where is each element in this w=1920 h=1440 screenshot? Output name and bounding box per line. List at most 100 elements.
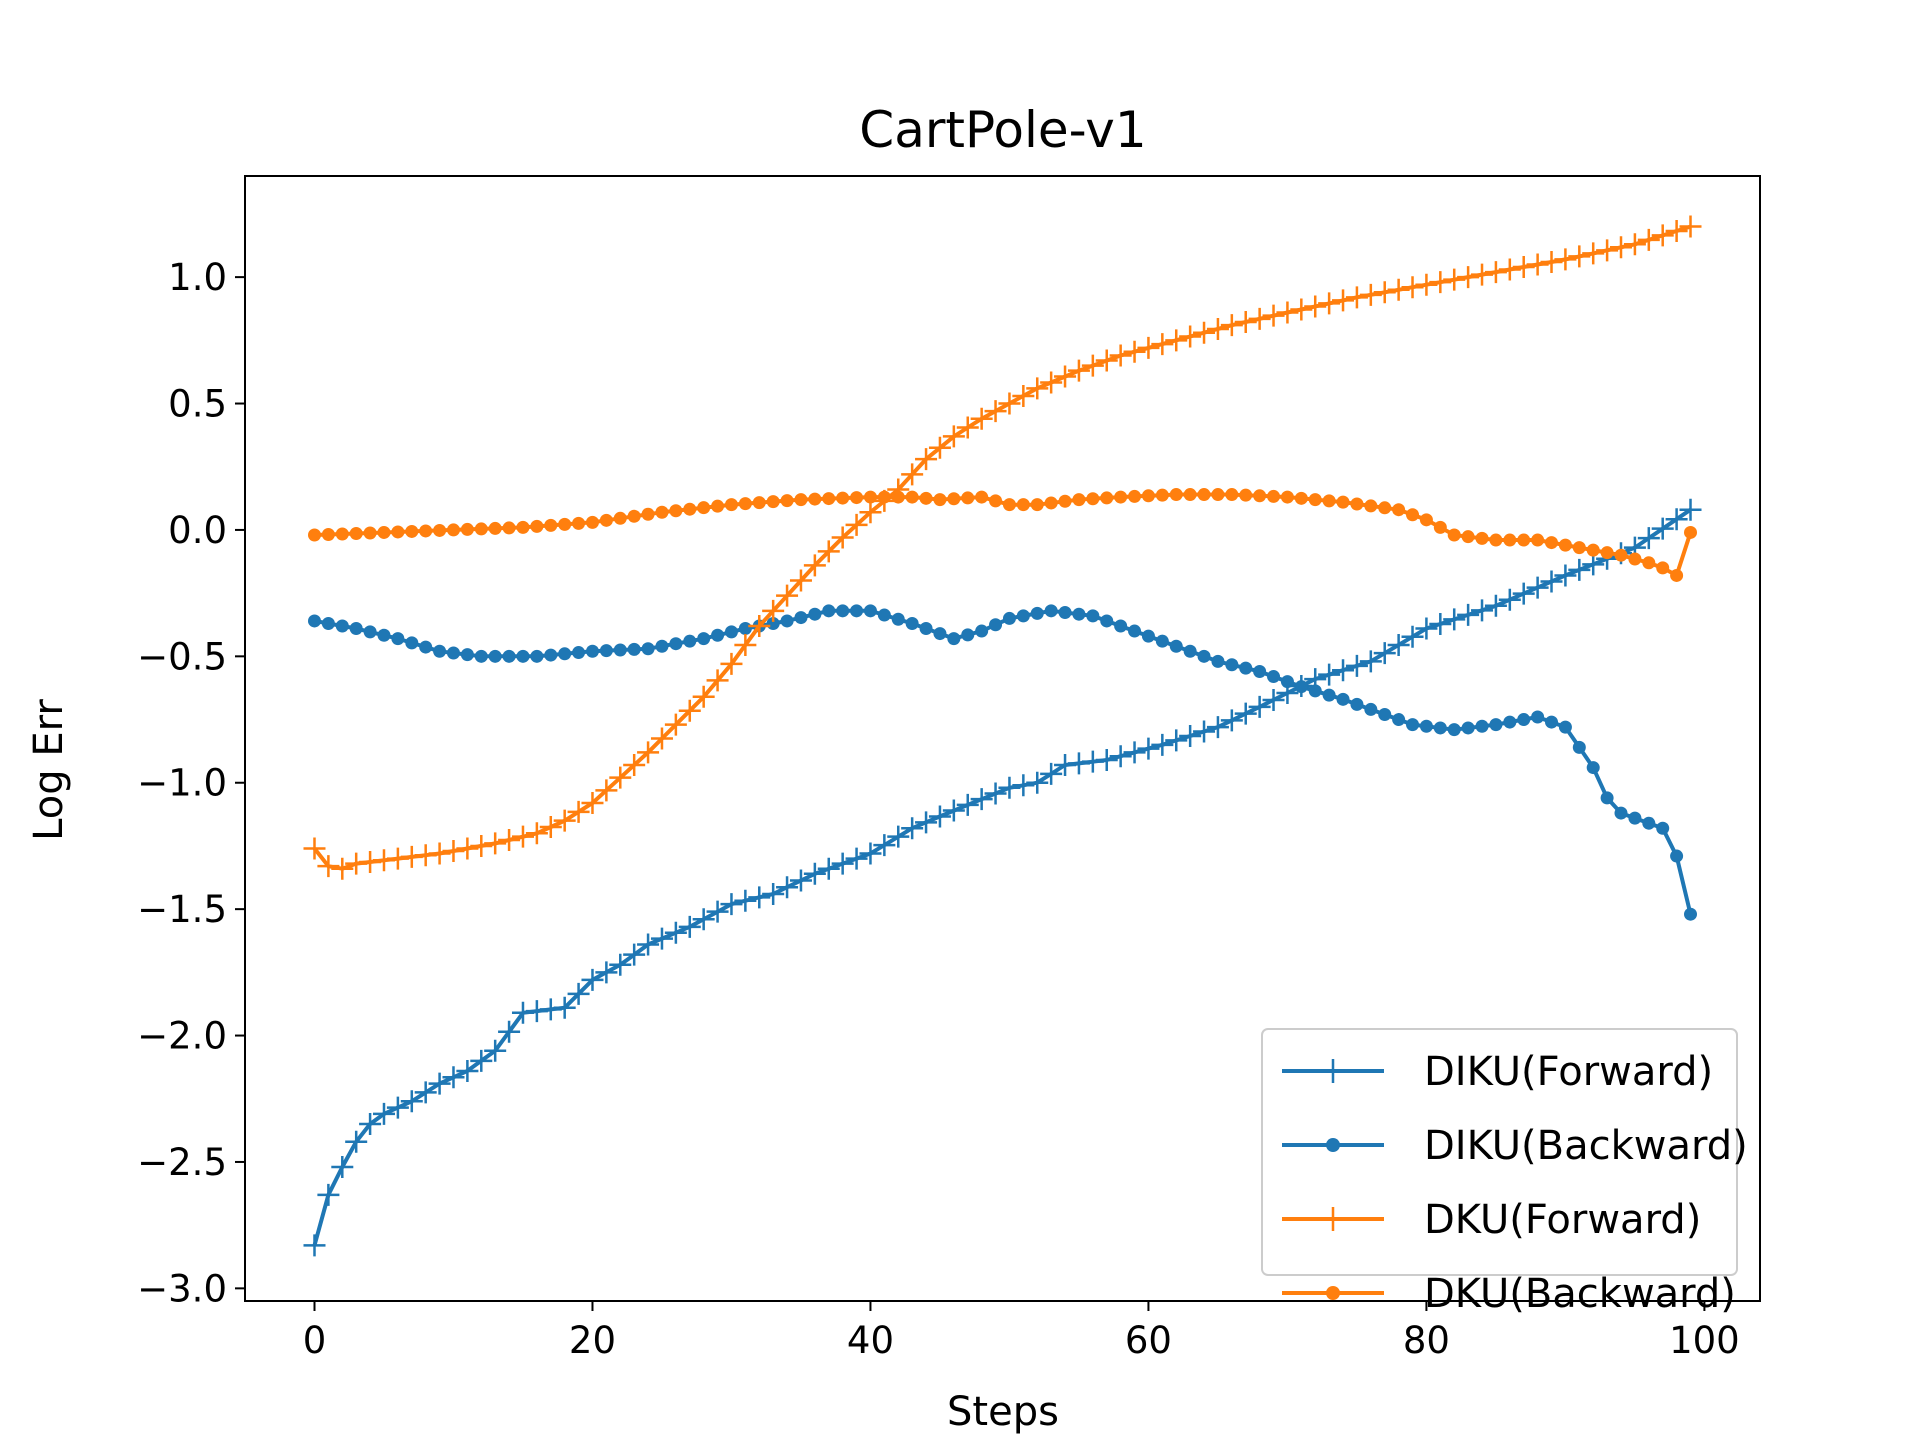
data-point	[456, 837, 479, 860]
data-point	[345, 852, 368, 875]
data-point	[877, 608, 891, 622]
data-point	[1225, 488, 1239, 502]
data-point	[1572, 541, 1586, 555]
data-point	[400, 845, 423, 868]
data-point	[442, 1066, 465, 1089]
data-point	[1253, 665, 1267, 679]
data-point	[1512, 582, 1535, 605]
data-point	[386, 847, 409, 870]
data-point	[942, 425, 965, 448]
data-point	[460, 522, 474, 536]
data-point	[1026, 377, 1049, 400]
data-point	[1183, 644, 1197, 658]
y-tick-label: −2.0	[137, 1015, 227, 1058]
data-point	[1345, 654, 1368, 677]
data-point	[822, 604, 836, 618]
data-point	[331, 1156, 354, 1179]
data-point	[1262, 688, 1285, 711]
data-point	[1123, 340, 1146, 363]
data-point	[1332, 659, 1355, 682]
data-point	[1197, 649, 1211, 663]
x-axis: 0 20 40 60 80 100	[303, 1301, 1740, 1362]
data-point	[1308, 684, 1322, 698]
data-point	[1443, 608, 1466, 631]
data-point	[1206, 716, 1229, 739]
data-point	[891, 490, 905, 504]
data-point	[989, 618, 1003, 632]
data-point	[1471, 599, 1494, 622]
data-point	[1378, 707, 1392, 721]
data-point	[1498, 588, 1521, 611]
data-point	[623, 943, 646, 966]
data-point	[1253, 489, 1267, 503]
data-point	[1670, 849, 1684, 863]
data-point	[836, 604, 850, 618]
data-point	[1637, 228, 1660, 251]
data-point	[613, 511, 627, 525]
data-point	[1169, 639, 1183, 653]
data-point	[1517, 533, 1531, 547]
data-point	[1322, 688, 1336, 702]
data-point	[1447, 723, 1461, 737]
data-point	[1234, 310, 1257, 333]
data-point	[474, 522, 488, 536]
data-point	[669, 637, 683, 651]
data-point	[581, 968, 604, 991]
data-point	[1193, 720, 1216, 743]
data-point	[706, 900, 729, 923]
data-point	[1684, 525, 1698, 539]
data-point	[1498, 258, 1521, 281]
data-point	[553, 809, 576, 832]
data-point	[817, 857, 840, 880]
data-point	[1123, 741, 1146, 764]
data-point	[1684, 907, 1698, 921]
data-point	[1484, 261, 1507, 284]
data-point	[928, 436, 951, 459]
data-point	[776, 876, 799, 899]
data-point	[780, 614, 794, 628]
legend-marker	[1326, 1138, 1340, 1152]
data-point	[905, 490, 919, 504]
y-axis-label: Log Err	[26, 699, 72, 841]
data-point	[1012, 774, 1035, 797]
data-point	[1503, 533, 1517, 547]
data-point	[1364, 499, 1378, 513]
data-point	[623, 754, 646, 777]
legend-item: DKU(Forward)	[1282, 1197, 1701, 1243]
data-point	[456, 1059, 479, 1082]
data-point	[386, 1096, 409, 1119]
data-point	[331, 857, 354, 880]
data-point	[984, 782, 1007, 805]
data-point	[989, 494, 1003, 508]
data-point	[1026, 771, 1049, 794]
data-point	[970, 788, 993, 811]
data-point	[1054, 754, 1077, 777]
data-point	[1109, 745, 1132, 768]
data-point	[585, 515, 599, 529]
data-point	[1540, 570, 1563, 593]
data-point	[1267, 489, 1281, 503]
data-point	[474, 649, 488, 663]
data-point	[558, 647, 572, 661]
data-point	[1086, 492, 1100, 506]
data-point	[692, 685, 715, 708]
data-point	[1679, 498, 1702, 521]
data-point	[845, 513, 868, 536]
data-point	[470, 1049, 493, 1072]
data-point	[307, 614, 321, 628]
data-point	[1197, 488, 1211, 502]
data-point	[391, 632, 405, 646]
legend-label: DIKU(Backward)	[1424, 1123, 1748, 1169]
data-point	[877, 490, 891, 504]
legend-marker	[1326, 1286, 1340, 1300]
data-point	[1211, 488, 1225, 502]
data-point	[1443, 268, 1466, 291]
data-point	[1526, 576, 1549, 599]
data-point	[317, 1183, 340, 1206]
data-point	[1387, 633, 1410, 656]
data-point	[789, 869, 812, 892]
data-point	[919, 491, 933, 505]
data-point	[1067, 359, 1090, 382]
data-point	[1280, 675, 1294, 689]
data-point	[1378, 501, 1392, 515]
